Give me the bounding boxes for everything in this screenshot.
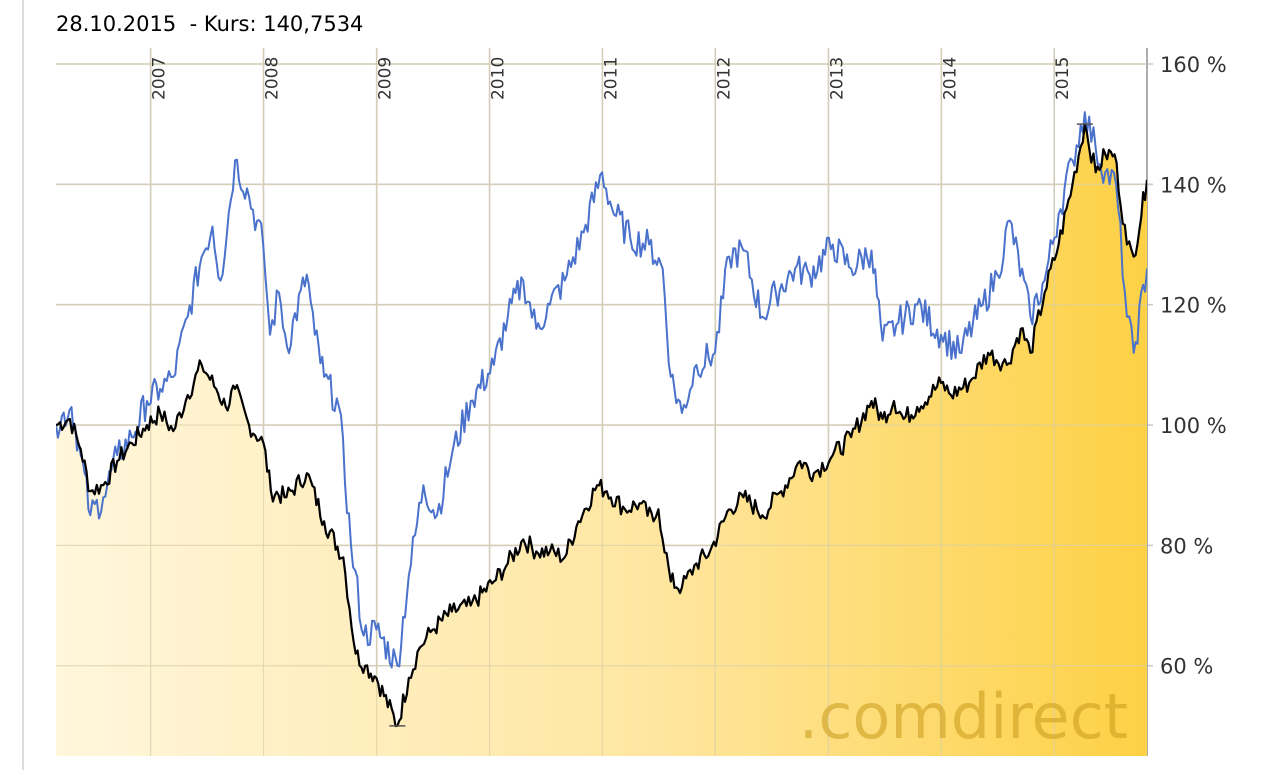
y-tick-label: 160 %: [1160, 53, 1227, 77]
y-tick-label: 140 %: [1160, 173, 1227, 197]
chart-labels: 60 % 80 % 100 % 120 % 140 % 160 % 2007 2008 2009…: [150, 53, 1227, 679]
benchmark-series-line: [56, 111, 1147, 669]
x-tick-label: 2012: [714, 57, 734, 100]
header-date: 28.10.2015: [56, 12, 177, 36]
comdirect-watermark: .comdirect: [799, 680, 1128, 753]
chart-lines-layer: [56, 111, 1147, 728]
chart-area-layer: [56, 48, 1147, 756]
x-tick-label: 2010: [489, 57, 509, 100]
x-tick-label: 2009: [376, 57, 396, 100]
y-tick-label: 120 %: [1160, 294, 1227, 318]
fund-series-line: [56, 123, 1147, 728]
left-border: [22, 0, 24, 770]
x-tick-label: 2014: [940, 57, 960, 100]
chart-header: 28.10.2015 - Kurs: 140,7534: [56, 12, 363, 36]
x-tick-label: 2015: [1053, 57, 1073, 100]
fund-area-fill: [56, 124, 1147, 756]
y-tick-label: 100 %: [1160, 414, 1227, 438]
x-tick-label: 2007: [150, 57, 170, 100]
chart-footer: [56, 756, 816, 766]
y-tick-label: 60 %: [1160, 655, 1213, 679]
x-tick-label: 2011: [601, 57, 621, 100]
x-tick-label: 2013: [827, 57, 847, 100]
y-tick-label: 80 %: [1160, 534, 1213, 558]
header-price: - Kurs: 140,7534: [176, 12, 364, 36]
x-tick-label: 2008: [263, 57, 283, 100]
